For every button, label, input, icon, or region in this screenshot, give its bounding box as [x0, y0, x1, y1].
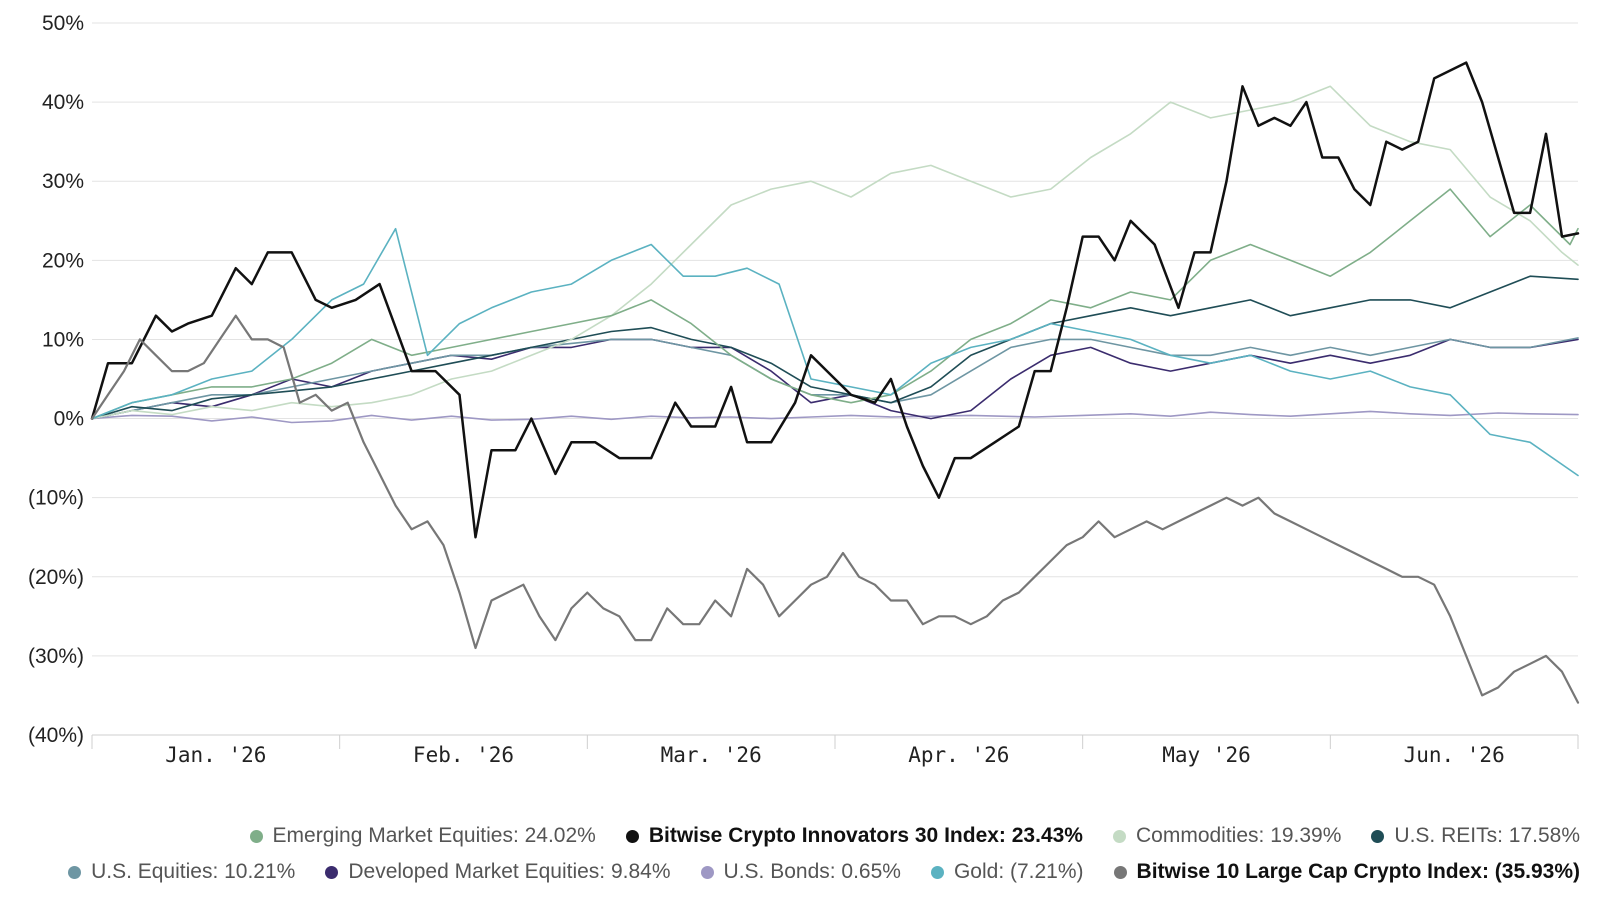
y-tick-label: (10%): [28, 487, 84, 510]
x-tick-label: Feb. '26: [413, 743, 514, 767]
legend-item: Emerging Market Equities: 24.02%: [249, 824, 596, 848]
legend-label: Commodities: 19.39%: [1135, 824, 1342, 847]
legend-dot-icon: [325, 865, 339, 879]
legend-dot-icon: [930, 865, 944, 879]
legend-item: U.S. Bonds: 0.65%: [700, 860, 901, 884]
y-axis-ticks: 50% 40% 30% 20% 10% 0% (10%) (20%) (30%) (40%): [28, 12, 84, 747]
legend-label: Gold: (7.21%): [953, 860, 1084, 883]
series-lines: [90, 61, 1580, 704]
legend-item: Gold: (7.21%): [930, 860, 1084, 884]
legend-item: U.S. REITs: 17.58%: [1371, 824, 1580, 848]
y-tick-label: 20%: [42, 249, 84, 272]
legend-item: Commodities: 19.39%: [1112, 824, 1342, 848]
legend-row-2: U.S. Equities: 10.21% Developed Market Eq…: [0, 860, 1580, 884]
legend-dot-icon: [249, 829, 263, 843]
series-line-bitwise-crypto-innovators-30-index: [90, 61, 1580, 539]
legend-dot-icon: [1113, 865, 1127, 879]
y-tick-label: 50%: [42, 12, 84, 35]
y-tick-label: 10%: [42, 328, 84, 351]
x-tick-label: Mar. '26: [661, 743, 762, 767]
series-line-gold: [91, 227, 1579, 477]
x-tick-label: Apr. '26: [908, 743, 1009, 767]
legend-label: U.S. Bonds: 0.65%: [723, 860, 901, 883]
x-axis: Jan. '26 Feb. '26 Mar. '26 Apr. '26 May '26 J…: [91, 734, 1579, 767]
series-line-u-s-equities: [91, 337, 1579, 420]
y-tick-label: (20%): [28, 566, 84, 589]
legend-row-1: Emerging Market Equities: 24.02% Bitwise …: [0, 824, 1580, 848]
series-line-bitwise-10-large-cap-crypto-index: [90, 314, 1580, 704]
legend-dot-icon: [68, 865, 82, 879]
legend-item: Bitwise 10 Large Cap Crypto Index: (35.9…: [1113, 860, 1580, 884]
legend-item: Bitwise Crypto Innovators 30 Index: 23.4…: [625, 824, 1083, 848]
legend-label: Emerging Market Equities: 24.02%: [272, 824, 596, 847]
series-line-u-s-bonds: [91, 410, 1579, 424]
y-tick-label: (40%): [28, 724, 84, 747]
series-line-commodities: [91, 85, 1579, 420]
series-line-u-s-reits: [91, 275, 1579, 420]
y-tick-label: 30%: [42, 170, 84, 193]
y-tick-label: 40%: [42, 91, 84, 114]
legend-label: Bitwise 10 Large Cap Crypto Index: (35.9…: [1136, 860, 1580, 883]
legend-dot-icon: [1112, 829, 1126, 843]
legend-item: Developed Market Equities: 9.84%: [325, 860, 671, 884]
y-tick-label: (30%): [28, 645, 84, 668]
x-tick-label: Jan. '26: [165, 743, 266, 767]
legend-label: Bitwise Crypto Innovators 30 Index: 23.4…: [648, 824, 1083, 847]
legend-label: Developed Market Equities: 9.84%: [348, 860, 671, 883]
x-tick-label: May '26: [1162, 743, 1251, 767]
x-tick-label: Jun. '26: [1404, 743, 1505, 767]
y-tick-label: 0%: [54, 408, 84, 431]
legend-label: U.S. REITs: 17.58%: [1394, 824, 1580, 847]
legend-dot-icon: [700, 865, 714, 879]
legend-item: U.S. Equities: 10.21%: [68, 860, 295, 884]
legend-dot-icon: [625, 829, 639, 843]
series-line-emerging-market-equities: [91, 188, 1579, 420]
legend-label: U.S. Equities: 10.21%: [91, 860, 296, 883]
legend-dot-icon: [1371, 829, 1385, 843]
